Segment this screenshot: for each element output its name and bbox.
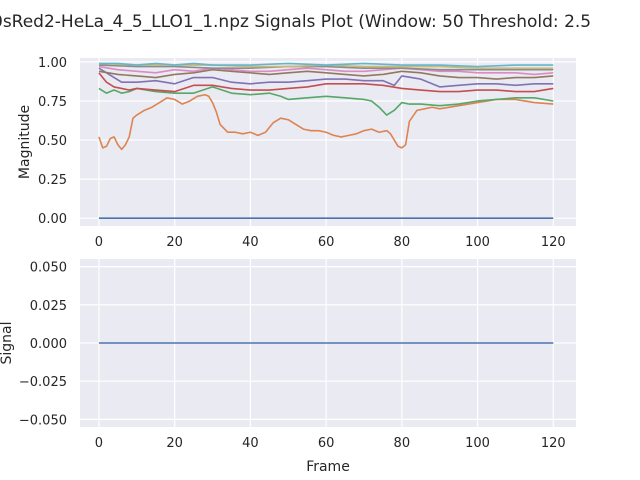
- signal-y-tick-label: 0.000: [30, 337, 67, 352]
- magnitude-x-tick-label: 120: [541, 235, 566, 250]
- signal-x-tick-label: 40: [242, 436, 259, 451]
- magnitude-x-tick-label: 0: [95, 235, 103, 250]
- magnitude-x-tick-label: 100: [465, 235, 490, 250]
- signal-x-tick-label: 100: [465, 436, 490, 451]
- signal-x-tick-label: 60: [318, 436, 335, 451]
- signal-y-tick-label: 0.025: [30, 299, 67, 314]
- magnitude-series-s3: [98, 72, 554, 93]
- chart-title: 0sRed2-HeLa_4_5_LLO1_1.npz Signals Plot …: [0, 12, 591, 32]
- signal-axes: 0 20 40 60 80 100 120 −0.050 −0.025 0.000 0.025 0.…: [0, 259, 576, 475]
- signal-x-tick-label: 0: [95, 436, 103, 451]
- magnitude-series-s1: [98, 93, 554, 151]
- magnitude-y-label: Magnitude: [17, 105, 33, 179]
- magnitude-series-s6: [98, 65, 554, 76]
- frame-x-label: Frame: [306, 459, 350, 475]
- signal-x-tick-label: 80: [394, 436, 411, 451]
- magnitude-series-s5: [98, 68, 554, 80]
- signal-y-tick-label: −0.050: [19, 413, 67, 428]
- magnitude-plot-area: [80, 58, 576, 226]
- signal-y-label: Signal: [0, 321, 15, 364]
- magnitude-y-tick-label: 1.00: [38, 56, 67, 71]
- magnitude-y-tick-label: 0.75: [38, 95, 67, 110]
- signal-y-tick-label: 0.050: [30, 261, 67, 276]
- magnitude-series-s7: [98, 64, 554, 71]
- signal-x-tick-label: 20: [166, 436, 183, 451]
- magnitude-y-tick-label: 0.25: [38, 173, 67, 188]
- magnitude-x-tick-label: 40: [242, 235, 259, 250]
- magnitude-y-tick-label: 0.00: [38, 212, 67, 227]
- signal-x-tick-label: 120: [541, 436, 566, 451]
- magnitude-series-s4: [98, 67, 554, 88]
- magnitude-x-tick-label: 20: [166, 235, 183, 250]
- magnitude-x-tick-label: 60: [318, 235, 335, 250]
- magnitude-series-s9: [98, 62, 554, 68]
- magnitude-axes: 0 20 40 60 80 100 120 0.00 0.25 0.50 0.75 1.00 Mag…: [17, 56, 576, 250]
- magnitude-y-tick-label: 0.50: [38, 134, 67, 149]
- signal-y-tick-label: −0.025: [19, 375, 67, 390]
- magnitude-x-tick-label: 80: [394, 235, 411, 250]
